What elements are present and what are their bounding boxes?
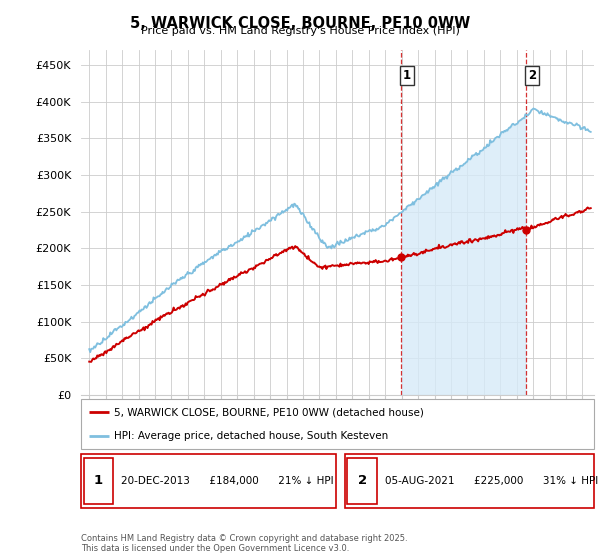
Text: 20-DEC-2013      £184,000      21% ↓ HPI: 20-DEC-2013 £184,000 21% ↓ HPI: [121, 476, 333, 486]
FancyBboxPatch shape: [345, 454, 594, 508]
Text: 1: 1: [94, 474, 103, 487]
FancyBboxPatch shape: [347, 458, 377, 503]
Text: HPI: Average price, detached house, South Kesteven: HPI: Average price, detached house, Sout…: [115, 431, 389, 441]
Text: Price paid vs. HM Land Registry's House Price Index (HPI): Price paid vs. HM Land Registry's House …: [140, 26, 460, 36]
Text: 1: 1: [403, 69, 411, 82]
Text: Contains HM Land Registry data © Crown copyright and database right 2025.
This d: Contains HM Land Registry data © Crown c…: [81, 534, 407, 553]
FancyBboxPatch shape: [81, 399, 594, 449]
Text: 5, WARWICK CLOSE, BOURNE, PE10 0WW: 5, WARWICK CLOSE, BOURNE, PE10 0WW: [130, 16, 470, 31]
Text: 2: 2: [358, 474, 367, 487]
Text: 05-AUG-2021      £225,000      31% ↓ HPI: 05-AUG-2021 £225,000 31% ↓ HPI: [385, 476, 598, 486]
Text: 5, WARWICK CLOSE, BOURNE, PE10 0WW (detached house): 5, WARWICK CLOSE, BOURNE, PE10 0WW (deta…: [115, 407, 424, 417]
FancyBboxPatch shape: [83, 458, 113, 503]
FancyBboxPatch shape: [81, 454, 336, 508]
Text: 2: 2: [528, 69, 536, 82]
